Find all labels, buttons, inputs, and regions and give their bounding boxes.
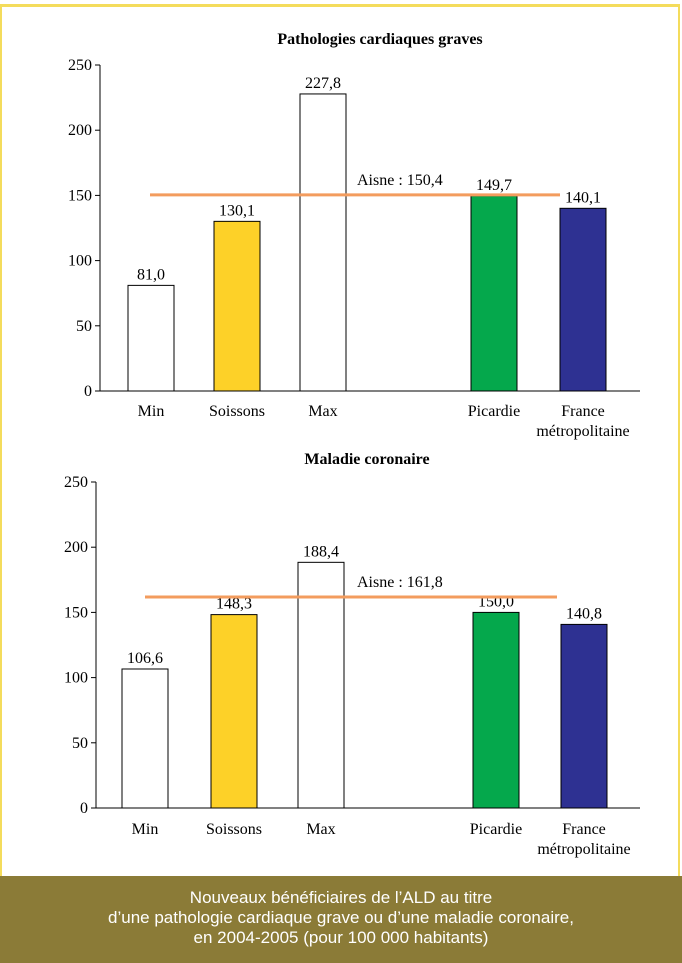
bar-france-m-tropolitaine — [559, 207, 607, 392]
y-tick-label: 200 — [68, 122, 92, 139]
y-tick-label: 50 — [72, 735, 88, 752]
data-label: 149,7 — [476, 177, 512, 194]
y-tick-label: 50 — [76, 318, 92, 335]
y-tick-label: 0 — [80, 800, 88, 817]
y-tick-label: 100 — [68, 253, 92, 270]
bar-max — [297, 561, 345, 809]
y-tick-label: 200 — [64, 539, 88, 556]
category-label: Min — [138, 403, 165, 420]
data-label: 140,1 — [565, 189, 601, 206]
data-label: 148,3 — [216, 596, 252, 613]
category-label: Picardie — [470, 821, 522, 838]
data-label: 81,0 — [137, 266, 165, 283]
bar-min — [121, 668, 169, 809]
data-label: 188,4 — [303, 543, 339, 560]
category-label: France métropolitaine — [537, 821, 630, 858]
charts-canvas: Pathologies cardiaques graves 0 50 100 150 20… — [64, 31, 640, 858]
category-label: Soissons — [209, 403, 265, 420]
data-label: 227,8 — [305, 75, 341, 92]
category-label-line: Picardie — [468, 403, 520, 420]
chart-title: Pathologies cardiaques graves — [277, 31, 482, 48]
category-label: Min — [132, 821, 159, 838]
chart-title: Maladie coronaire — [304, 451, 429, 468]
category-label-line: France — [562, 821, 606, 838]
category-label-line: métropolitaine — [536, 423, 629, 440]
bar-picardie — [470, 195, 518, 392]
category-label-line: Max — [306, 821, 335, 838]
y-tick-label: 100 — [64, 670, 88, 687]
category-label: Max — [308, 403, 337, 420]
caption-line-3: en 2004-2005 (pour 100 000 habitants) — [193, 928, 489, 947]
y-tick-label: 250 — [64, 474, 88, 491]
category-label-line: Picardie — [470, 821, 522, 838]
category-label: France métropolitaine — [536, 403, 629, 440]
y-tick-label: 150 — [68, 187, 92, 204]
category-label-line: Min — [138, 403, 165, 420]
caption-line-1: Nouveaux bénéficiaires de l’ALD au titre — [189, 888, 493, 907]
caption-line-2: d’une pathologie cardiaque grave ou d’un… — [108, 908, 574, 927]
figure-caption: Nouveaux bénéficiaires de l’ALD au titre… — [0, 876, 682, 963]
y-tick-label: 0 — [84, 383, 92, 400]
data-label: 106,6 — [127, 650, 163, 667]
bar-soissons — [210, 614, 258, 809]
category-label: Soissons — [206, 821, 262, 838]
bar-max — [299, 93, 347, 392]
y-tick-label: 250 — [68, 57, 92, 74]
category-label-line: métropolitaine — [537, 841, 630, 858]
category-label-line: Max — [308, 403, 337, 420]
bar-soissons — [213, 220, 261, 392]
category-label: Max — [306, 821, 335, 838]
category-label: Picardie — [468, 403, 520, 420]
reference-label: Aisne : 150,4 — [357, 172, 443, 189]
category-label-line: France — [561, 403, 605, 420]
category-label-line: Min — [132, 821, 159, 838]
data-label: 140,8 — [566, 605, 602, 622]
y-tick-label: 150 — [64, 604, 88, 621]
data-label: 130,1 — [219, 202, 255, 219]
reference-label: Aisne : 161,8 — [357, 574, 443, 591]
category-label-line: Soissons — [206, 821, 262, 838]
bar-picardie — [472, 611, 520, 809]
bar-min — [127, 284, 175, 392]
category-label-line: Soissons — [209, 403, 265, 420]
bar-france-m-tropolitaine — [560, 623, 608, 809]
